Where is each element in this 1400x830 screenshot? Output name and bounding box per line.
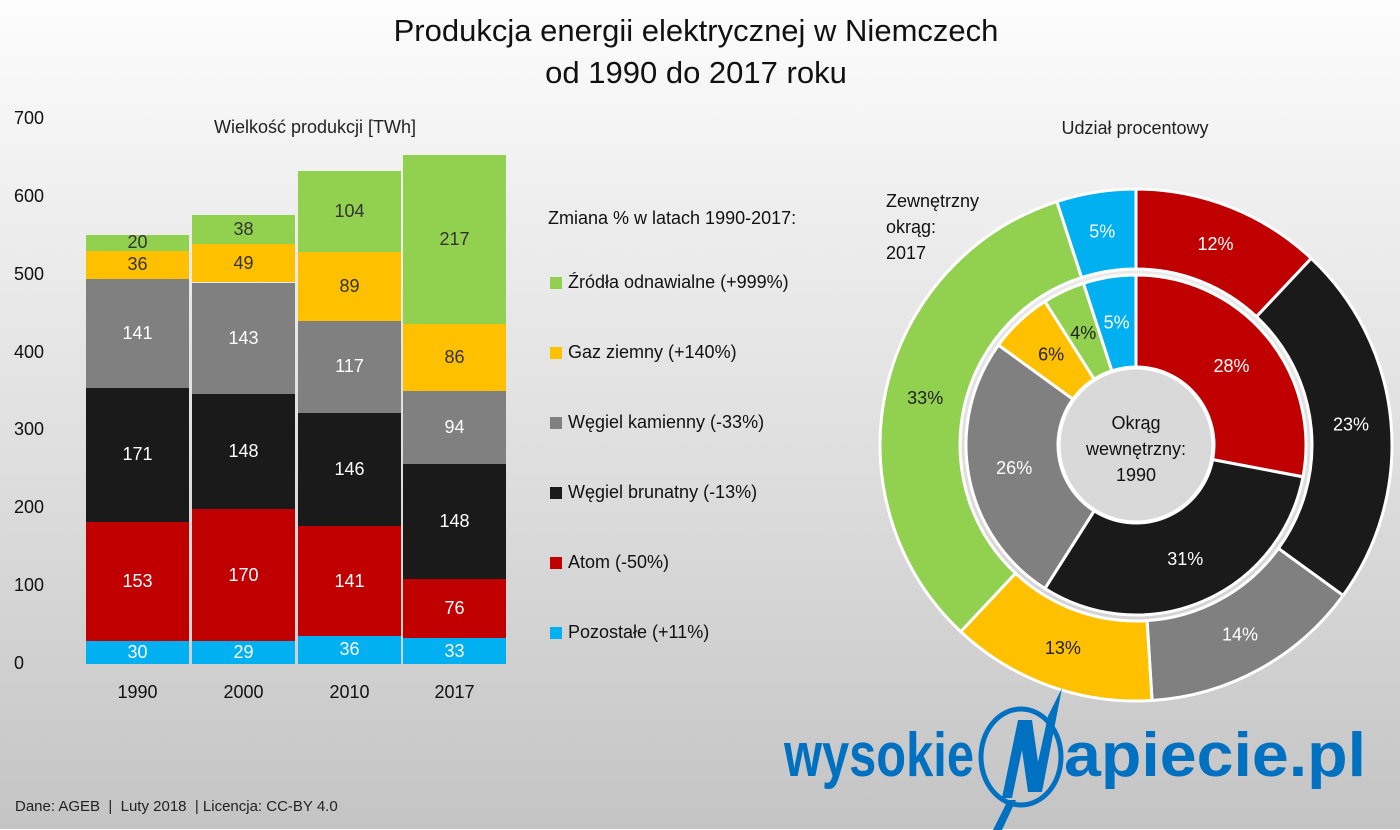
legend-item: Węgiel kamienny (-33%) [550,412,764,433]
donut-center [1057,366,1215,524]
legend-title: Zmiana % w latach 1990-2017: [548,208,797,228]
bar-segment: 38 [192,214,295,245]
chart-title-line1: Produkcja energii elektrycznej w Niemcze… [393,13,999,48]
bar-segment: 141 [86,278,189,389]
bar-segment: 76 [403,579,506,639]
legend-item: Węgiel brunatny (-13%) [550,482,757,503]
outer-ring-percent-label: 12% [1197,234,1233,254]
logo-text-left: wysokie [783,721,974,790]
y-tick-label: 200 [14,497,45,518]
lightning-n-icon [978,688,1064,830]
legend-item: Pozostałe (+11%) [550,622,709,643]
y-tick-label: 300 [14,419,45,440]
outer-ring-percent-label: 13% [1045,638,1081,658]
outer-ring-slice [878,199,1084,634]
inner-ring-percent-label: 4% [1070,323,1096,343]
chart-title: Produkcja energii elektrycznej w Niemcze… [0,10,1392,94]
source-footer: Dane: AGEB | Luty 2018 | Licencja: CC-BY… [15,798,338,815]
bar-segment: 148 [403,463,506,580]
outer-ring-percent-label: 33% [907,388,943,408]
logo-text-right: apiecie.pl [1064,721,1366,790]
bar-segment: 104 [298,171,401,253]
bar-segment: 49 [192,244,295,283]
donut-chart-subtitle: Udział procentowy [1061,118,1209,138]
outer-ring-slice [1054,187,1138,280]
legend-item: Atom (-50%) [550,552,669,573]
legend-label: Źródła odnawialne (+999%) [568,272,789,292]
inner-ring-percent-label: 26% [996,458,1032,478]
bar-segment: 94 [403,390,506,464]
inner-ring-percent-label: 31% [1167,549,1203,569]
bar-segment: 89 [298,252,401,322]
y-tick-label: 100 [14,575,45,596]
bar-segment: 143 [192,282,295,394]
bar-segment: 146 [298,412,401,527]
center-label-line: 1990 [1116,465,1156,485]
outer-ring-percent-label: 14% [1222,624,1258,644]
inner-ring-percent-label: 28% [1214,356,1250,376]
legend-item: Gaz ziemny (+140%) [550,342,737,363]
wysokienapiecie-logo: wysokie apiecie.pl [783,688,1366,830]
y-tick-label: 400 [14,341,45,362]
x-tick-label: 2010 [329,682,370,702]
y-tick-label: 600 [14,185,45,206]
bar-segment: 217 [403,154,506,324]
legend-swatch [550,416,562,429]
bar-segment: 30 [86,640,189,664]
bar-segment: 36 [298,635,401,664]
legend-swatch [550,626,562,639]
bar-segment: 86 [403,323,506,391]
inner-ring-percent-label: 6% [1038,345,1064,365]
bar-segment: 141 [298,526,401,636]
outer-ring-label: Zewnętrzny okrąg: 2017 [886,191,980,263]
y-tick-label: 700 [14,108,45,128]
outer-ring-percent-label: 5% [1089,222,1115,242]
bar-segment: 117 [298,321,401,413]
legend-swatch [550,276,562,289]
bar-segment: 20 [86,232,189,252]
bar-segment: 148 [192,393,295,510]
center-label-line: wewnętrzny: [1085,439,1186,459]
legend-swatch [550,486,562,499]
center-label-line: Okrąg [1111,413,1160,433]
legend-label: Pozostałe (+11%) [568,622,710,642]
x-tick-label: 2000 [223,682,264,702]
bar-segment: 36 [86,250,189,279]
x-tick-label: 1990 [117,682,158,702]
legend-swatch [550,346,562,359]
bar-segment: 170 [192,509,295,642]
legend-label: Atom (-50%) [568,552,670,572]
x-tick-label: 2017 [434,682,475,702]
legend-label: Węgiel kamienny (-33%) [568,412,765,432]
bar-segment: 33 [403,638,506,664]
legend-label: Gaz ziemny (+140%) [568,342,737,362]
outer-ring-percent-label: 23% [1333,415,1369,435]
legend-label: Węgiel brunatny (-13%) [568,482,758,502]
y-tick-label: 500 [14,263,45,284]
bar-segment: 153 [86,521,189,641]
bar-segment: 29 [192,641,295,664]
inner-ring-percent-label: 5% [1104,313,1130,333]
legend-swatch [550,556,562,569]
bar-chart-subtitle: Wielkość produkcji [TWh] [213,117,417,137]
chart-title-line2: od 1990 do 2017 roku [545,55,847,90]
y-tick-label: 0 [14,653,25,673]
bar-segment: 171 [86,388,189,522]
legend-item: Źródła odnawialne (+999%) [550,272,789,293]
